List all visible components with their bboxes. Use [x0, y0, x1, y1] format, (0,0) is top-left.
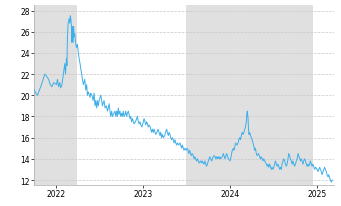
Bar	[34, 6, 77, 185]
Bar	[186, 6, 313, 185]
